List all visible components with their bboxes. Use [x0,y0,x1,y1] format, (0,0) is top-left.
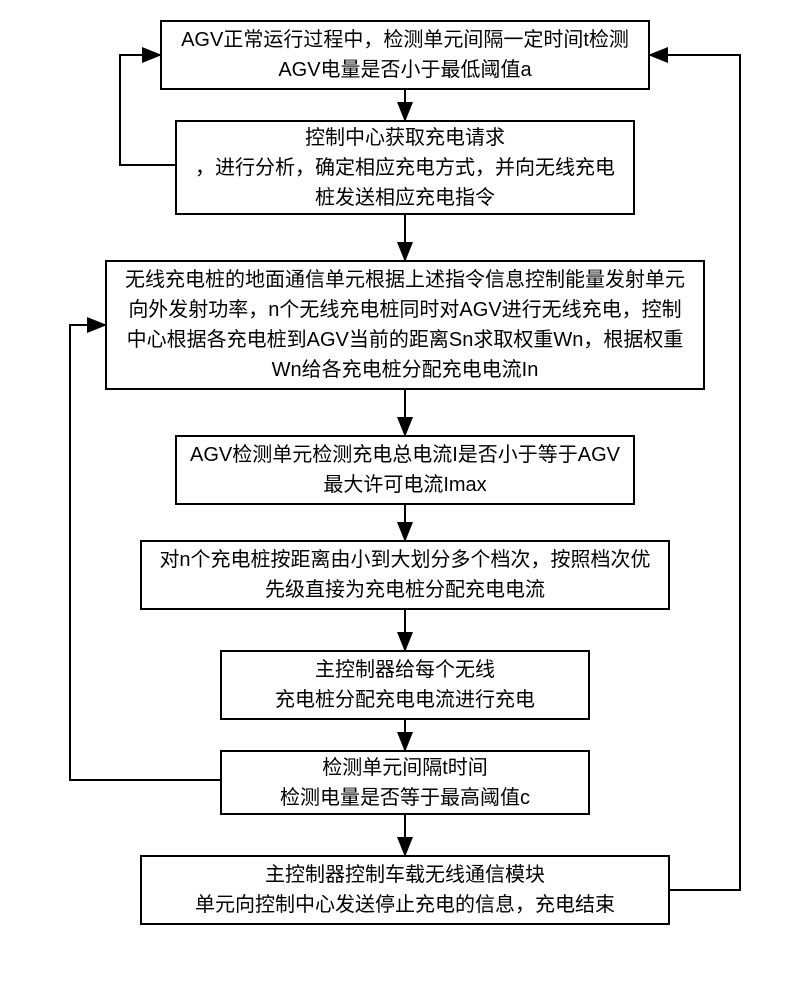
flowchart-node-n3: 无线充电桩的地面通信单元根据上述指令信息控制能量发射单元向外发射功率，n个无线充… [105,260,705,390]
flowchart-container: AGV正常运行过程中，检测单元间隔一定时间t检测AGV电量是否小于最低阈值a 控制… [50,20,760,980]
node-text: 主控制器给每个无线 充电桩分配充电电流进行充电 [275,655,535,715]
node-text: 无线充电桩的地面通信单元根据上述指令信息控制能量发射单元向外发射功率，n个无线充… [119,265,691,385]
flowchart-node-n6: 主控制器给每个无线 充电桩分配充电电流进行充电 [220,650,590,720]
node-text: AGV正常运行过程中，检测单元间隔一定时间t检测AGV电量是否小于最低阈值a [174,25,636,85]
node-text: AGV检测单元检测充电总电流I是否小于等于AGV最大许可电流Imax [189,440,621,500]
flowchart-node-n4: AGV检测单元检测充电总电流I是否小于等于AGV最大许可电流Imax [175,435,635,505]
flowchart-node-n8: 主控制器控制车载无线通信模块 单元向控制中心发送停止充电的信息，充电结束 [140,855,670,925]
node-text: 主控制器控制车载无线通信模块 单元向控制中心发送停止充电的信息，充电结束 [195,860,615,920]
flowchart-node-n2: 控制中心获取充电请求 ，进行分析，确定相应充电方式，并向无线充电桩发送相应充电指… [175,120,635,215]
flowchart-node-n7: 检测单元间隔t时间 检测电量是否等于最高阈值c [220,750,590,815]
node-text: 控制中心获取充电请求 ，进行分析，确定相应充电方式，并向无线充电桩发送相应充电指… [189,123,621,213]
flowchart-node-n1: AGV正常运行过程中，检测单元间隔一定时间t检测AGV电量是否小于最低阈值a [160,20,650,90]
node-text: 检测单元间隔t时间 检测电量是否等于最高阈值c [280,753,530,813]
flowchart-node-n5: 对n个充电桩按距离由小到大划分多个档次，按照档次优先级直接为充电桩分配充电电流 [140,540,670,610]
node-text: 对n个充电桩按距离由小到大划分多个档次，按照档次优先级直接为充电桩分配充电电流 [154,545,656,605]
